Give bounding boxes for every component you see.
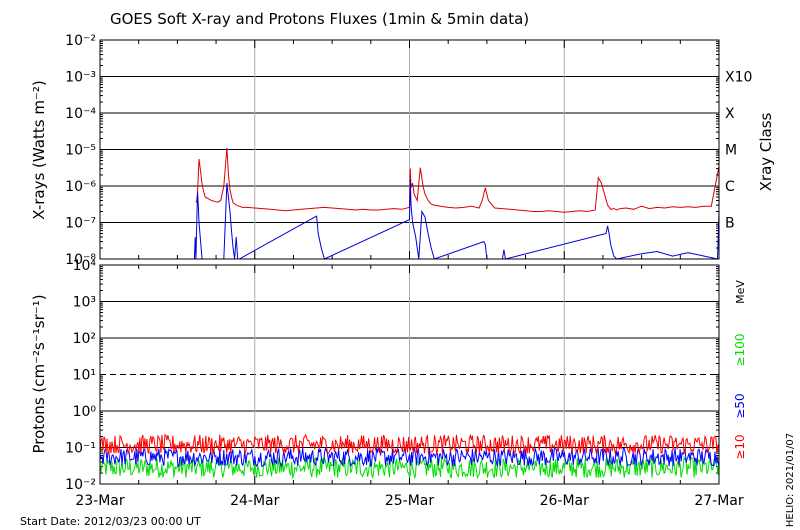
xray-class-label: C: [725, 179, 735, 195]
proton-frame: [99, 264, 720, 485]
proton-series-p50-line: [99, 446, 720, 468]
x-tick-label: 24-Mar: [230, 493, 280, 509]
proton-legend-p50: ≥50: [733, 393, 747, 418]
proton-series-p100-line: [99, 455, 720, 480]
y-tick-label: 10²: [73, 331, 96, 347]
xray-series-long-line: [195, 147, 720, 213]
y-tick-label: 10⁻¹: [65, 441, 96, 457]
y-tick-label: 10⁻⁷: [65, 216, 96, 232]
proton-series-group: [99, 433, 720, 480]
credit-label: HELIO: 2021/01/07: [785, 433, 796, 527]
xray-y-tick-labels: 10⁻⁸ 10⁻⁷ 10⁻⁶ 10⁻⁵ 10⁻⁴ 10⁻³ 10⁻²: [65, 33, 96, 268]
y-tick-label: 10⁻²: [65, 33, 96, 49]
xray-class-label: X: [725, 106, 735, 122]
x-tick-label: 27-Mar: [694, 493, 744, 509]
xray-class-labels: B C M X X10: [725, 70, 752, 232]
proton-legend-p10: ≥10: [733, 434, 747, 459]
y-tick-label: 10⁻³: [65, 70, 96, 86]
proton-y-tick-labels: 10⁻² 10⁻¹ 10⁰ 10¹ 10² 10³ 10⁴: [65, 258, 96, 493]
x-axis-tick-labels: 23-Mar 24-Mar 25-Mar 26-Mar 27-Mar: [75, 493, 744, 509]
proton-series-p10-line: [99, 433, 720, 456]
y-tick-label: 10⁻²: [65, 477, 96, 493]
xray-class-label: B: [725, 216, 735, 232]
xray-frame: [99, 39, 720, 260]
chart-title: GOES Soft X-ray and Protons Fluxes (1min…: [110, 10, 529, 28]
y-tick-label: 10⁻⁴: [65, 106, 96, 122]
y-tick-label: 10⁻⁶: [65, 179, 96, 195]
y-tick-label: 10⁻⁸: [65, 252, 96, 268]
y-tick-label: 10⁻⁵: [65, 143, 96, 159]
start-date-label: Start Date: 2012/03/23 00:00 UT: [20, 515, 201, 528]
x-tick-label: 26-Mar: [540, 493, 590, 509]
y-tick-label: 10⁴: [73, 258, 97, 274]
proton-unit-label: MeV: [734, 280, 747, 304]
proton-y-axis-label: Protons (cm⁻²s⁻¹sr⁻¹): [30, 294, 48, 453]
proton-panel: 10⁻² 10⁻¹ 10⁰ 10¹ 10² 10³ 10⁴ Protons (cm⁻²s⁻¹…: [30, 258, 747, 493]
xray-class-label: X10: [725, 70, 752, 86]
y-tick-label: 10⁰: [73, 404, 97, 420]
proton-legend: ≥10 ≥50 ≥100: [733, 334, 747, 460]
xray-class-axis-label: Xray Class: [757, 112, 775, 191]
xray-y-axis-label: X-rays (Watts m⁻²): [30, 80, 48, 219]
xray-panel: 10⁻⁸ 10⁻⁷ 10⁻⁶ 10⁻⁵ 10⁻⁴ 10⁻³ 10⁻² B C M X X10 X-r…: [30, 33, 775, 268]
y-tick-label: 10¹: [73, 368, 96, 384]
x-tick-label: 23-Mar: [75, 493, 125, 509]
y-tick-label: 10³: [73, 295, 96, 311]
x-tick-label: 25-Mar: [385, 493, 435, 509]
proton-legend-p100: ≥100: [733, 334, 747, 367]
xray-class-label: M: [725, 143, 737, 159]
